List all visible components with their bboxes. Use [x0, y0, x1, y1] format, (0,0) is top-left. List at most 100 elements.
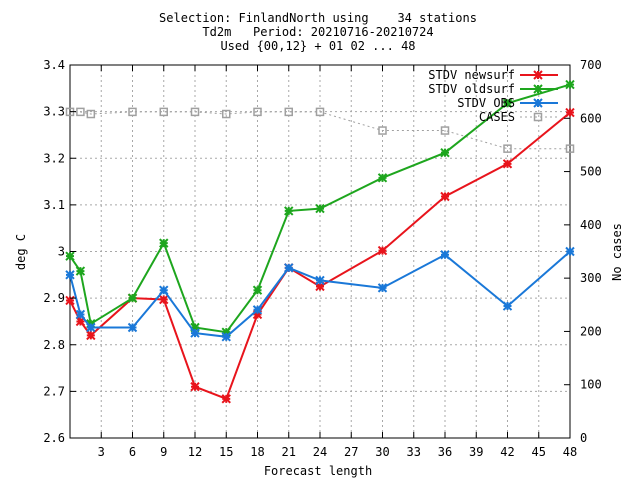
data-point	[440, 147, 450, 158]
x-tick-label: 21	[282, 445, 296, 459]
data-point	[377, 173, 388, 183]
x-tick-label: 42	[500, 445, 514, 459]
data-point	[502, 159, 513, 169]
data-point	[315, 107, 325, 117]
y-tick-label: 2.8	[43, 338, 65, 352]
axes-layer: 3 6 9 12 15 18 21 24 27 30 33 36 39 42 45 482.62.72.82.…	[43, 58, 601, 459]
legend-label: STDV oldsurf	[428, 82, 515, 96]
series-stdv-oldsurf	[65, 79, 575, 337]
data-point	[86, 109, 96, 119]
data-point	[76, 107, 85, 117]
data-point	[533, 70, 543, 80]
y2-axis-label: No cases	[610, 223, 624, 281]
data-point	[378, 126, 387, 135]
chart-title-line-1: Selection: FinlandNorth using 34 station…	[159, 11, 477, 25]
y2-tick-label: 400	[580, 218, 602, 232]
data-point	[221, 332, 231, 342]
data-point	[284, 107, 293, 117]
data-point	[377, 283, 388, 293]
series-stdv-obs	[65, 246, 575, 342]
data-point	[222, 109, 231, 119]
data-point	[221, 327, 231, 337]
legend-label: STDV newsurf	[428, 68, 515, 82]
y2-tick-label: 700	[580, 58, 602, 72]
data-point	[284, 206, 294, 216]
data-point	[190, 107, 200, 117]
data-point	[159, 238, 169, 248]
y-axis-label: deg C	[14, 234, 28, 270]
legend-item: CASES	[479, 110, 558, 124]
data-point	[502, 301, 513, 311]
data-point	[159, 107, 168, 117]
data-point	[315, 281, 325, 292]
legend-item: STDV oldsurf	[428, 82, 558, 96]
y-tick-label: 2.6	[43, 431, 65, 445]
y2-tick-label: 300	[580, 271, 602, 285]
chart-title-line-2: Td2m Period: 20210716-20210724	[202, 25, 433, 39]
legend-label: STDV OBS	[457, 96, 515, 110]
data-point	[252, 305, 263, 315]
legend-item: STDV OBS	[457, 96, 558, 110]
x-tick-label: 15	[219, 445, 233, 459]
y-tick-label: 3.3	[43, 105, 65, 119]
x-tick-label: 12	[188, 445, 202, 459]
data-point	[565, 246, 575, 257]
y-tick-label: 2.7	[43, 384, 65, 398]
x-tick-label: 6	[129, 445, 136, 459]
x-tick-label: 45	[532, 445, 546, 459]
data-point	[440, 191, 450, 202]
y-tick-label: 2.9	[43, 291, 65, 305]
series-line	[69, 250, 571, 338]
data-point	[440, 126, 450, 135]
x-tick-label: 24	[313, 445, 327, 459]
data-point	[565, 144, 575, 153]
legend-label: CASES	[479, 110, 515, 124]
data-point	[565, 107, 575, 118]
legend-item: STDV newsurf	[428, 68, 558, 82]
data-point	[127, 322, 138, 333]
series-layer	[65, 79, 575, 404]
x-tick-label: 36	[438, 445, 452, 459]
data-point	[565, 79, 575, 90]
y-tick-label: 3.2	[43, 151, 65, 165]
data-point	[159, 285, 169, 295]
data-point	[315, 275, 325, 286]
data-point	[190, 382, 200, 392]
data-point	[284, 263, 294, 273]
x-tick-label: 33	[407, 445, 421, 459]
y-tick-label: 3.4	[43, 58, 65, 72]
data-point	[159, 294, 169, 305]
x-tick-label: 9	[160, 445, 167, 459]
series-line	[69, 111, 571, 401]
data-point	[315, 203, 325, 214]
x-tick-label: 18	[250, 445, 264, 459]
x-tick-label: 30	[375, 445, 389, 459]
x-tick-label: 39	[469, 445, 483, 459]
data-point	[65, 251, 75, 261]
data-point	[503, 144, 512, 153]
y2-tick-label: 0	[580, 431, 587, 445]
data-point	[533, 98, 543, 108]
series-line	[69, 83, 571, 334]
data-point	[127, 293, 138, 303]
data-point	[502, 98, 513, 108]
data-point	[252, 285, 263, 295]
data-point	[377, 245, 388, 256]
data-point	[86, 322, 96, 333]
y2-tick-label: 100	[580, 378, 602, 392]
data-point	[440, 250, 450, 260]
data-point	[75, 316, 86, 327]
data-point	[65, 270, 75, 280]
y-tick-label: 3.1	[43, 198, 65, 212]
series-cases	[65, 107, 575, 153]
y2-tick-label: 500	[580, 165, 602, 179]
x-tick-label: 48	[563, 445, 577, 459]
data-point	[75, 309, 86, 320]
y2-tick-label: 200	[580, 324, 602, 338]
data-point	[86, 330, 96, 341]
data-point	[533, 84, 543, 94]
data-point	[533, 112, 543, 122]
